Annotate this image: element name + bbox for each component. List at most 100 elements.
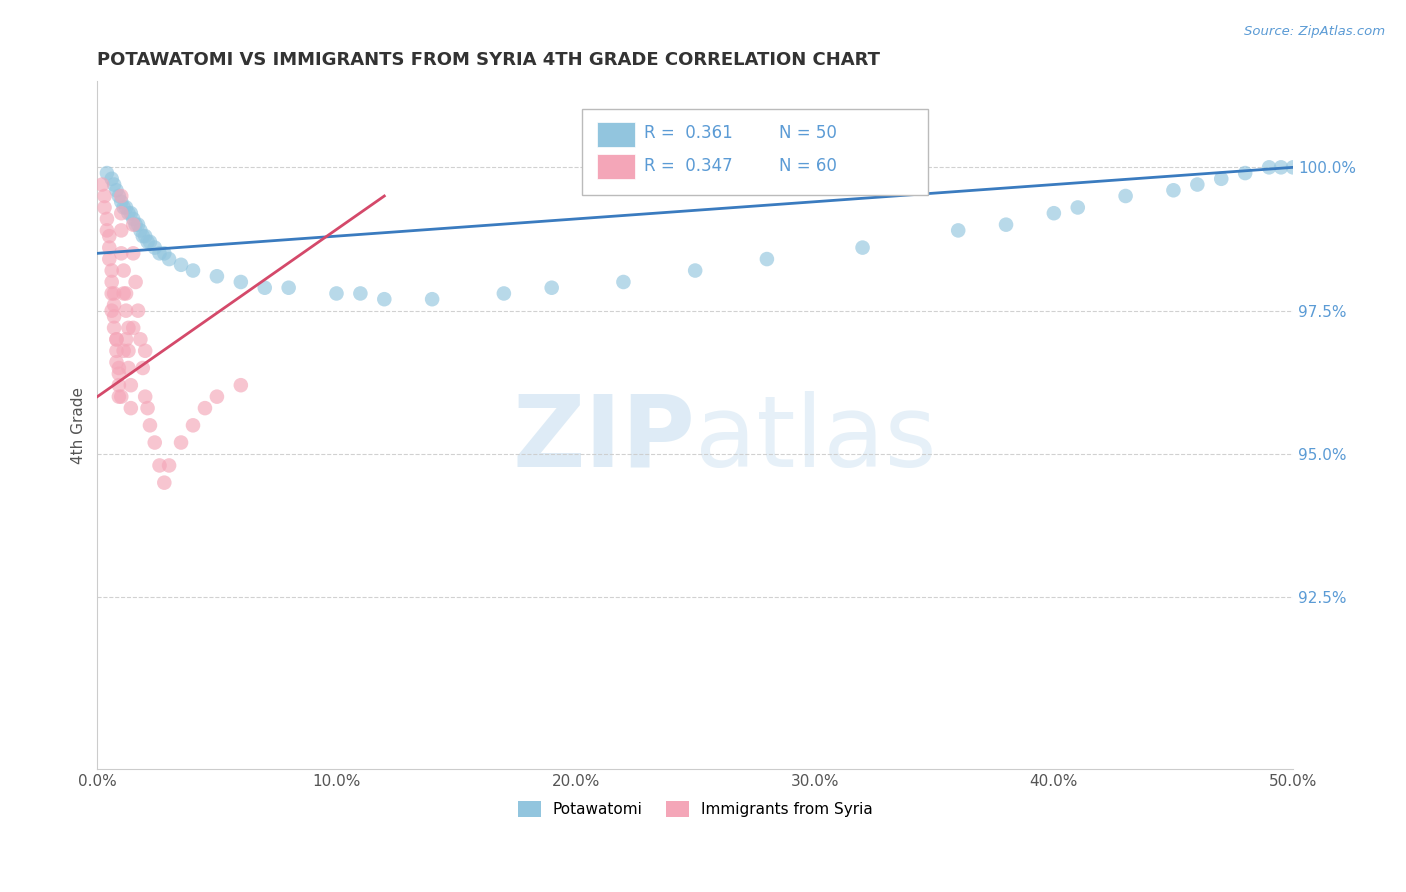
Point bbox=[1163, 183, 1185, 197]
Point bbox=[420, 292, 443, 306]
Point bbox=[110, 390, 132, 404]
FancyBboxPatch shape bbox=[598, 122, 636, 146]
Point bbox=[755, 252, 778, 266]
Point bbox=[117, 206, 139, 220]
Point bbox=[105, 355, 128, 369]
Text: POTAWATOMI VS IMMIGRANTS FROM SYRIA 4TH GRADE CORRELATION CHART: POTAWATOMI VS IMMIGRANTS FROM SYRIA 4TH … bbox=[97, 51, 880, 69]
Point bbox=[153, 475, 176, 490]
Point bbox=[108, 367, 131, 381]
Point bbox=[105, 343, 128, 358]
Point bbox=[1067, 201, 1090, 215]
Point bbox=[136, 401, 159, 416]
Point bbox=[229, 275, 252, 289]
Point bbox=[110, 246, 132, 260]
Point bbox=[122, 321, 145, 335]
Point bbox=[1211, 171, 1233, 186]
Point bbox=[205, 390, 228, 404]
Point bbox=[127, 303, 149, 318]
Point bbox=[117, 321, 139, 335]
Point bbox=[612, 275, 634, 289]
Point bbox=[98, 241, 121, 255]
Point bbox=[112, 343, 135, 358]
Point bbox=[96, 211, 118, 226]
Point bbox=[132, 229, 155, 244]
Point bbox=[153, 246, 176, 260]
Point bbox=[136, 235, 159, 249]
Legend: Potawatomi, Immigrants from Syria: Potawatomi, Immigrants from Syria bbox=[512, 796, 879, 823]
Point bbox=[1043, 206, 1066, 220]
Point bbox=[1115, 189, 1137, 203]
Point bbox=[205, 269, 228, 284]
Point bbox=[115, 286, 138, 301]
Point bbox=[170, 435, 193, 450]
Text: R =  0.347: R = 0.347 bbox=[644, 157, 733, 175]
FancyBboxPatch shape bbox=[598, 154, 636, 179]
Point bbox=[851, 241, 873, 255]
Point bbox=[122, 211, 145, 226]
Point bbox=[93, 189, 115, 203]
Point bbox=[325, 286, 347, 301]
Point bbox=[683, 263, 706, 277]
Point bbox=[105, 332, 128, 346]
Point bbox=[105, 183, 128, 197]
Point bbox=[349, 286, 371, 301]
Point bbox=[143, 241, 166, 255]
Point bbox=[129, 223, 152, 237]
Point bbox=[100, 303, 122, 318]
Point bbox=[1187, 178, 1209, 192]
Point bbox=[127, 218, 149, 232]
Point bbox=[91, 178, 114, 192]
Point bbox=[170, 258, 193, 272]
Point bbox=[122, 218, 145, 232]
Point bbox=[115, 332, 138, 346]
Point bbox=[1282, 161, 1305, 175]
Point bbox=[132, 361, 155, 376]
Point bbox=[110, 206, 132, 220]
Point bbox=[1234, 166, 1257, 180]
Text: atlas: atlas bbox=[695, 391, 936, 488]
Point bbox=[139, 235, 162, 249]
Point bbox=[108, 378, 131, 392]
Point bbox=[117, 361, 139, 376]
Point bbox=[96, 223, 118, 237]
Point bbox=[253, 281, 276, 295]
Point bbox=[139, 418, 162, 433]
Point bbox=[1270, 161, 1292, 175]
Point bbox=[540, 281, 562, 295]
Point bbox=[110, 194, 132, 209]
Point bbox=[1258, 161, 1281, 175]
Point bbox=[112, 263, 135, 277]
Point bbox=[100, 263, 122, 277]
Point bbox=[93, 201, 115, 215]
Point bbox=[134, 343, 156, 358]
Point bbox=[181, 263, 204, 277]
Point bbox=[157, 252, 180, 266]
Point bbox=[108, 361, 131, 376]
Point bbox=[112, 286, 135, 301]
Point bbox=[122, 246, 145, 260]
Point bbox=[143, 435, 166, 450]
Point bbox=[181, 418, 204, 433]
Y-axis label: 4th Grade: 4th Grade bbox=[72, 387, 86, 464]
Text: ZIP: ZIP bbox=[512, 391, 695, 488]
Text: R =  0.361: R = 0.361 bbox=[644, 124, 733, 142]
Point bbox=[98, 229, 121, 244]
Point bbox=[134, 229, 156, 244]
Point bbox=[129, 332, 152, 346]
Point bbox=[96, 166, 118, 180]
Text: Source: ZipAtlas.com: Source: ZipAtlas.com bbox=[1244, 25, 1385, 38]
Point bbox=[100, 171, 122, 186]
Point bbox=[110, 189, 132, 203]
Point bbox=[98, 252, 121, 266]
Text: N = 50: N = 50 bbox=[779, 124, 837, 142]
Point bbox=[115, 303, 138, 318]
Point bbox=[100, 275, 122, 289]
Point bbox=[115, 201, 138, 215]
Point bbox=[103, 298, 125, 312]
Point bbox=[103, 321, 125, 335]
Point bbox=[112, 201, 135, 215]
Point bbox=[373, 292, 395, 306]
Point bbox=[105, 332, 128, 346]
Point bbox=[277, 281, 299, 295]
Point bbox=[148, 246, 170, 260]
